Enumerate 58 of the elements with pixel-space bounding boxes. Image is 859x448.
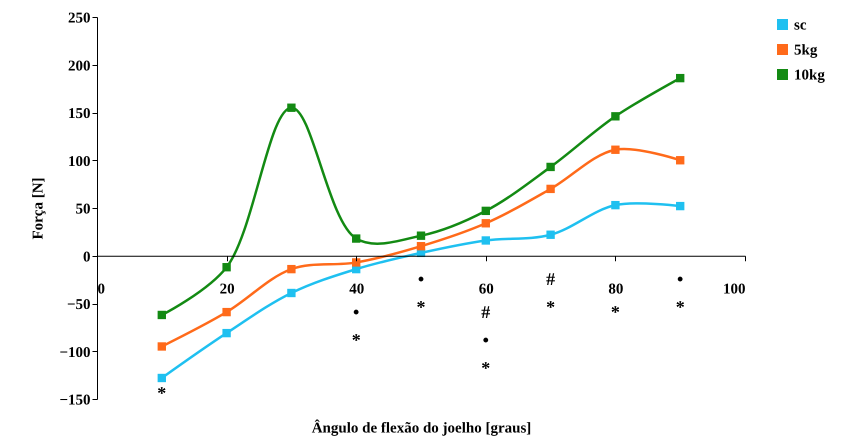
annotation: * bbox=[157, 382, 166, 403]
x-tick-label: 60 bbox=[478, 281, 494, 298]
point bbox=[416, 242, 426, 250]
point bbox=[287, 104, 296, 112]
point bbox=[222, 308, 231, 316]
y-tick-label: 200 bbox=[68, 58, 90, 74]
legend-label: 5kg bbox=[794, 42, 818, 58]
point bbox=[352, 234, 360, 243]
x-tick-label: 100 bbox=[723, 281, 746, 298]
y-tick-label: 150 bbox=[68, 106, 90, 122]
annotation: * bbox=[481, 358, 490, 378]
legend-label: 10kg bbox=[794, 68, 826, 84]
y-tick-label: 0 bbox=[83, 249, 90, 266]
point bbox=[158, 374, 166, 382]
x-tick-label: 0 bbox=[98, 281, 105, 298]
point bbox=[222, 263, 231, 272]
x-tick-label: 20 bbox=[220, 281, 235, 298]
x-tick-label: 40 bbox=[349, 281, 364, 298]
point bbox=[416, 232, 426, 240]
point bbox=[546, 184, 555, 194]
point bbox=[676, 202, 684, 210]
y-tick-label: −100 bbox=[59, 344, 90, 361]
point bbox=[482, 219, 490, 228]
point bbox=[482, 236, 490, 245]
annotation: * bbox=[416, 296, 426, 317]
y-tick-label: −150 bbox=[59, 392, 90, 408]
annotation: # bbox=[546, 268, 556, 289]
point bbox=[287, 288, 296, 298]
point bbox=[287, 264, 296, 274]
annotation: • bbox=[418, 268, 424, 289]
x-tick-label: 80 bbox=[608, 281, 624, 298]
point bbox=[158, 342, 166, 351]
y-axis-title: Força [N] bbox=[30, 177, 46, 240]
y-tick-label: 100 bbox=[68, 154, 90, 170]
point bbox=[676, 156, 684, 164]
x-axis-title: Ângulo de flexão do joelho [graus] bbox=[312, 418, 532, 436]
annotation: * bbox=[352, 330, 361, 350]
point bbox=[611, 146, 620, 154]
annotation: * bbox=[546, 296, 556, 317]
point bbox=[482, 206, 490, 216]
y-tick-label: −50 bbox=[66, 297, 90, 313]
point bbox=[611, 200, 620, 210]
point bbox=[352, 258, 360, 267]
point bbox=[222, 328, 231, 338]
point bbox=[676, 74, 684, 82]
annotation: • bbox=[482, 330, 489, 350]
point bbox=[546, 162, 555, 172]
annotation: * bbox=[676, 296, 685, 317]
annotation: # bbox=[481, 302, 490, 322]
point bbox=[158, 310, 166, 320]
annotation: • bbox=[677, 268, 684, 289]
point bbox=[611, 112, 620, 121]
y-tick-label: 250 bbox=[68, 10, 90, 26]
point bbox=[546, 230, 555, 239]
y-tick-label: 50 bbox=[76, 202, 90, 218]
legend-label: sc bbox=[794, 18, 807, 34]
annotation: * bbox=[610, 302, 620, 322]
annotation: • bbox=[353, 302, 360, 322]
